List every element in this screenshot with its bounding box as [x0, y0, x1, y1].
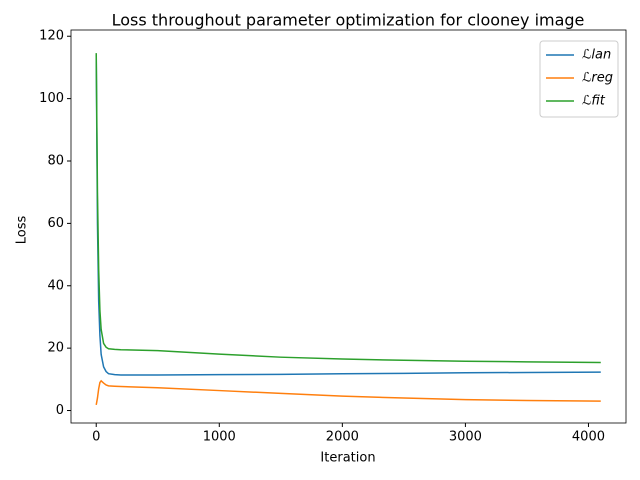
y-tick-label: 40 — [47, 278, 64, 293]
y-axis-label: Loss — [15, 216, 30, 245]
series-line — [95, 53, 601, 364]
y-tick-label: 60 — [47, 216, 64, 231]
legend-label: ℒlan — [582, 48, 611, 63]
x-axis-label: Iteration — [320, 451, 375, 466]
y-tick-label: 120 — [39, 29, 64, 44]
series-line — [95, 379, 601, 406]
legend-box — [539, 40, 619, 118]
y-tick-label: 0 — [56, 403, 64, 418]
x-tick-label: 3000 — [449, 430, 482, 445]
y-tick-label: 100 — [39, 91, 64, 106]
plot-frame — [70, 29, 627, 424]
x-tick-label: 1000 — [203, 430, 236, 445]
x-tick-label: 4000 — [572, 430, 605, 445]
x-tick-label: 0 — [92, 430, 100, 445]
chart-title: Loss throughout parameter optimization f… — [112, 11, 585, 30]
legend-label: ℒfit — [582, 94, 606, 109]
y-tick-label: 20 — [47, 341, 64, 356]
y-tick-label: 80 — [47, 154, 64, 169]
legend-label: ℒreg — [582, 71, 613, 86]
x-tick-label: 2000 — [326, 430, 359, 445]
series-line — [95, 54, 601, 376]
